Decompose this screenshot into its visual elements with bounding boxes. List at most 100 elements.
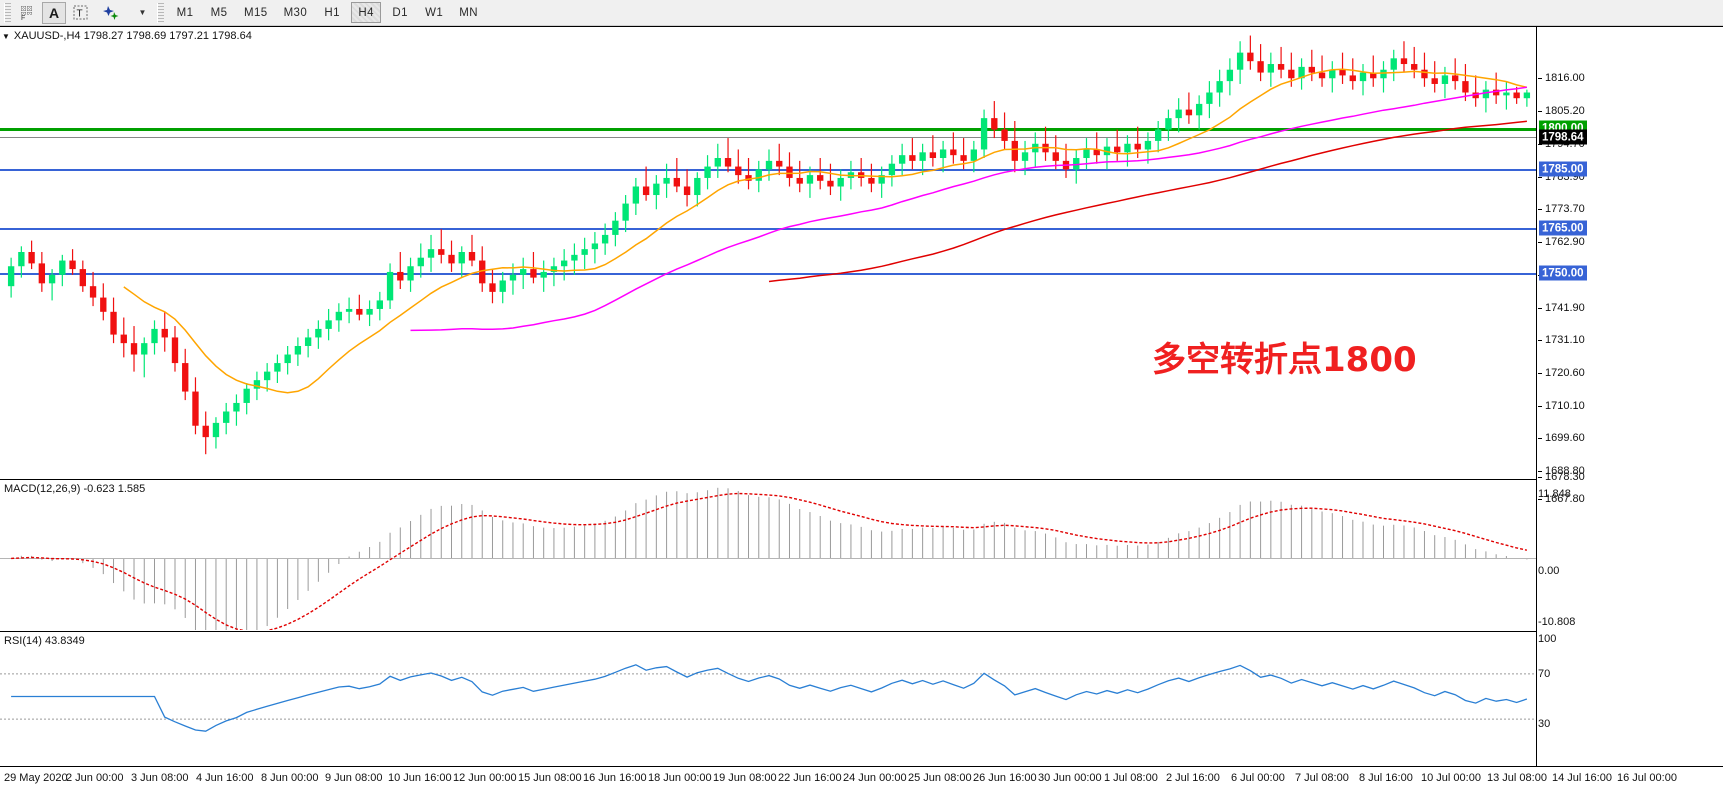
time-axis-label: 7 Jul 08:00 — [1295, 772, 1349, 784]
timeframe-button-h4[interactable]: H4 — [351, 2, 382, 23]
time-axis[interactable]: 29 May 2020 2 Jun 00:00 3 Jun 08:00 4 Jun 1… — [0, 766, 1723, 792]
chart-annotation-text: 多空转折点1800 — [1152, 340, 1417, 380]
symbol-ohlc-text: XAUUSD-,H4 1798.27 1798.69 1797.21 1798.… — [13, 30, 252, 42]
tick-dash-icon — [1538, 372, 1542, 374]
timeframe-label: M5 — [210, 6, 228, 19]
timeframe-button-w1[interactable]: W1 — [419, 2, 449, 23]
timeframe-label: W1 — [425, 6, 444, 19]
timeframe-button-m30[interactable]: M30 — [278, 2, 314, 23]
tick-dash-icon — [1538, 176, 1542, 178]
price-tick: 1741.90 — [1538, 302, 1585, 314]
price-tick: 1805.20 — [1538, 105, 1585, 117]
objects-button[interactable] — [94, 2, 128, 24]
price-tick-label: 1816.00 — [1545, 72, 1585, 84]
timeframe-button-d1[interactable]: D1 — [385, 2, 415, 23]
rsi-tick: 100 — [1538, 633, 1556, 645]
price-tick-label: 1699.60 — [1545, 432, 1585, 444]
time-axis-label: 30 Jun 00:00 — [1038, 772, 1102, 784]
time-axis-label: 14 Jul 16:00 — [1552, 772, 1612, 784]
price-tick-label: 1720.60 — [1545, 367, 1585, 379]
price-tick: 1678.30 — [1538, 471, 1585, 483]
time-axis-label: 13 Jul 08:00 — [1487, 772, 1547, 784]
price-tick: 1720.60 — [1538, 367, 1585, 379]
timeframe-button-m15[interactable]: M15 — [238, 2, 274, 23]
time-axis-label: 15 Jun 08:00 — [518, 772, 582, 784]
tick-dash-icon — [1538, 339, 1542, 341]
objects-dropdown-caret[interactable]: ▼ — [130, 2, 154, 24]
text-label-button[interactable]: A — [42, 1, 66, 24]
time-axis-label: 24 Jun 00:00 — [843, 772, 907, 784]
timeframe-label: M1 — [176, 6, 194, 19]
macd-tick: -10.808 — [1538, 616, 1575, 628]
timeframe-label: M15 — [244, 6, 268, 19]
price-badge-1785-00[interactable]: 1785.00 — [1539, 161, 1587, 177]
time-axis-label: 3 Jun 08:00 — [131, 772, 189, 784]
tick-dash-icon — [1538, 476, 1542, 478]
collapse-triangle-icon[interactable]: ▼ — [2, 31, 10, 41]
tick-dash-icon — [1538, 241, 1542, 243]
rsi-tick-label: 30 — [1538, 718, 1551, 730]
time-axis-label: 18 Jun 00:00 — [648, 772, 712, 784]
toolbar-grip-timeframes[interactable] — [157, 2, 164, 23]
crosshair-grid-icon[interactable]: F — [16, 2, 40, 24]
moving-average-mid-line — [410, 86, 1528, 332]
macd-tick-label: -10.808 — [1538, 616, 1576, 628]
rsi-pane[interactable]: RSI(14) 43.8349 — [0, 631, 1536, 766]
price-tick: 1816.00 — [1538, 72, 1585, 84]
time-axis-label: 4 Jun 16:00 — [196, 772, 254, 784]
rsi-tick: 70 — [1538, 668, 1550, 680]
timeframe-button-m1[interactable]: M1 — [170, 2, 200, 23]
price-level-line-1765-00[interactable] — [0, 228, 1536, 230]
rsi-line — [11, 664, 1528, 732]
main-toolbar: F A T ▼ M1 M5 M15 M30 H1 H4 D1 W1 MN — [0, 0, 1723, 26]
timeframe-label: H1 — [324, 6, 340, 19]
candles-group — [7, 35, 1531, 455]
symbol-info-bar: ▼ XAUUSD-,H4 1798.27 1798.69 1797.21 179… — [2, 30, 252, 42]
price-pane[interactable]: ▼ XAUUSD-,H4 1798.27 1798.69 1797.21 179… — [0, 27, 1536, 477]
macd-tick-label: 11.848 — [1538, 488, 1571, 500]
chart-area[interactable]: ▼ XAUUSD-,H4 1798.27 1798.69 1797.21 179… — [0, 26, 1723, 792]
price-level-line-1750-00[interactable] — [0, 273, 1536, 275]
price-badge-1798-64[interactable]: 1798.64 — [1539, 129, 1587, 145]
price-tick: 1699.60 — [1538, 432, 1585, 444]
macd-pane[interactable]: MACD(12,26,9) -0.623 1.585 — [0, 479, 1536, 630]
price-badge-1765-00[interactable]: 1765.00 — [1539, 220, 1587, 236]
time-axis-label: 16 Jul 00:00 — [1617, 772, 1677, 784]
tick-dash-icon — [1538, 405, 1542, 407]
price-tick: 1688.80 — [1538, 465, 1585, 477]
price-badge-1750-00[interactable]: 1750.00 — [1539, 265, 1587, 281]
rsi-label: RSI(14) 43.8349 — [4, 635, 85, 647]
price-tick-label: 1667.80 — [1545, 493, 1585, 505]
timeframe-label: M30 — [283, 6, 308, 19]
timeframe-label: MN — [459, 6, 478, 19]
moving-average-fast-line — [123, 68, 1528, 394]
time-axis-label: 25 Jun 08:00 — [908, 772, 972, 784]
timeframe-button-m5[interactable]: M5 — [204, 2, 234, 23]
macd-tick: 11.848 — [1538, 488, 1571, 500]
svg-text:T: T — [76, 9, 82, 20]
timeframe-button-h1[interactable]: H1 — [317, 2, 347, 23]
tick-dash-icon — [1538, 208, 1542, 210]
rsi-tick-label: 100 — [1538, 633, 1557, 645]
time-axis-label: 8 Jun 00:00 — [261, 772, 319, 784]
timeframe-button-mn[interactable]: MN — [453, 2, 484, 23]
price-level-line-1798-64[interactable] — [0, 137, 1536, 138]
price-tick: 1731.10 — [1538, 334, 1585, 346]
tick-dash-icon — [1538, 470, 1542, 472]
time-axis-label: 8 Jul 16:00 — [1359, 772, 1413, 784]
text-box-button[interactable]: T — [68, 2, 92, 24]
price-level-line-1785-00[interactable] — [0, 169, 1536, 171]
time-axis-label: 22 Jun 16:00 — [778, 772, 842, 784]
price-level-line-1800-00[interactable] — [0, 128, 1536, 131]
toolbar-grip-objects[interactable] — [4, 2, 11, 23]
rsi-plot — [0, 664, 1536, 732]
time-axis-label: 10 Jul 00:00 — [1421, 772, 1481, 784]
tick-dash-icon — [1538, 307, 1542, 309]
price-tick-label: 1678.30 — [1545, 471, 1585, 483]
time-axis-label: 29 May 2020 — [4, 772, 68, 784]
timeframe-group: M1 M5 M15 M30 H1 H4 D1 W1 MN — [168, 2, 486, 23]
time-axis-label: 2 Jul 16:00 — [1166, 772, 1220, 784]
price-axis[interactable]: 1816.001805.201794.701783.901773.701762.… — [1538, 27, 1723, 766]
price-tick: 1773.70 — [1538, 203, 1585, 215]
